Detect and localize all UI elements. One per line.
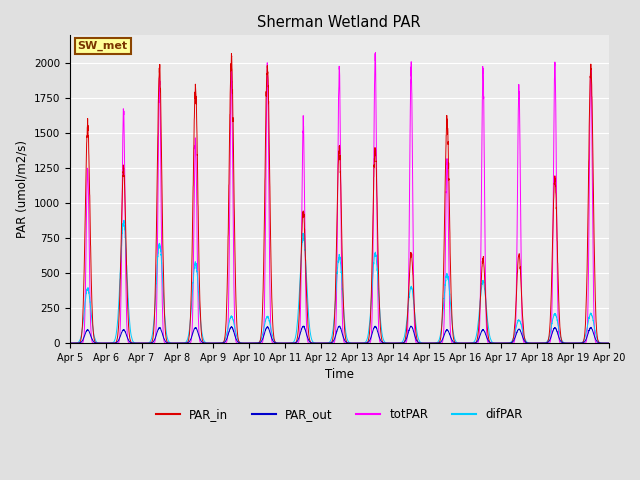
Line: totPAR: totPAR xyxy=(70,53,609,343)
difPAR xyxy=(604,340,612,346)
PAR_in xyxy=(460,340,468,346)
PAR_in xyxy=(605,340,612,346)
PAR_in xyxy=(319,340,327,346)
PAR_out xyxy=(335,323,343,329)
totPAR xyxy=(163,340,170,346)
totPAR xyxy=(430,340,438,346)
X-axis label: Time: Time xyxy=(324,369,354,382)
totPAR xyxy=(604,340,612,346)
Title: Sherman Wetland PAR: Sherman Wetland PAR xyxy=(257,15,421,30)
PAR_in xyxy=(66,340,74,346)
PAR_in xyxy=(430,340,438,346)
PAR_out xyxy=(604,340,612,346)
totPAR xyxy=(605,340,612,346)
PAR_in xyxy=(228,51,236,57)
difPAR xyxy=(491,340,499,346)
difPAR xyxy=(460,340,468,346)
Line: PAR_out: PAR_out xyxy=(70,326,609,343)
Line: PAR_in: PAR_in xyxy=(70,54,609,343)
totPAR xyxy=(491,340,499,346)
difPAR xyxy=(66,340,74,346)
PAR_in xyxy=(491,340,499,346)
Line: difPAR: difPAR xyxy=(70,220,609,343)
PAR_out xyxy=(430,340,438,346)
Y-axis label: PAR (umol/m2/s): PAR (umol/m2/s) xyxy=(15,140,28,238)
totPAR xyxy=(66,340,74,346)
Text: SW_met: SW_met xyxy=(77,41,128,51)
totPAR xyxy=(372,50,380,56)
difPAR xyxy=(430,340,438,346)
totPAR xyxy=(460,340,468,346)
PAR_out xyxy=(491,340,499,346)
difPAR xyxy=(605,340,612,346)
PAR_out xyxy=(319,340,327,346)
PAR_out xyxy=(163,339,170,345)
totPAR xyxy=(319,340,327,346)
PAR_out xyxy=(605,340,612,346)
difPAR xyxy=(120,217,128,223)
PAR_out xyxy=(66,340,74,346)
Legend: PAR_in, PAR_out, totPAR, difPAR: PAR_in, PAR_out, totPAR, difPAR xyxy=(152,403,527,425)
difPAR xyxy=(319,340,327,346)
PAR_in xyxy=(604,340,612,346)
PAR_in xyxy=(163,337,170,343)
PAR_out xyxy=(460,340,468,346)
difPAR xyxy=(163,332,170,337)
